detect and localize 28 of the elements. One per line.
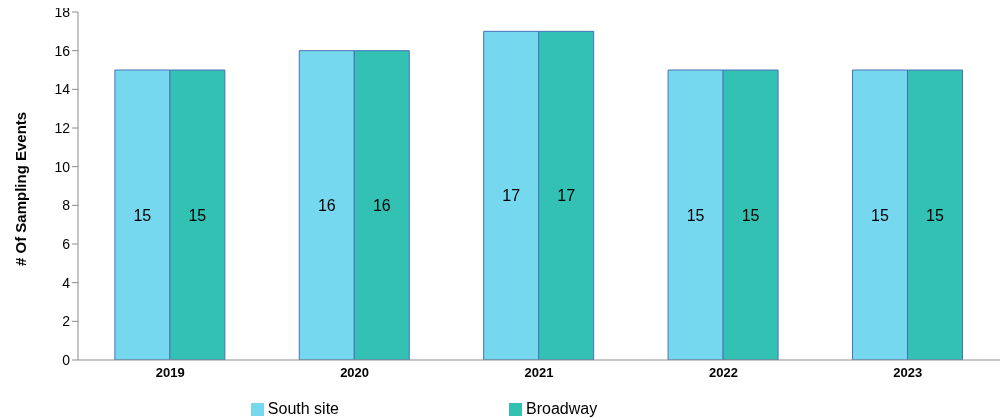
y-tick-label: 12 <box>54 119 71 136</box>
y-tick-label: 0 <box>62 351 71 368</box>
y-axis-title: # Of Sampling Events <box>12 111 30 266</box>
y-tick-label: 18 <box>54 3 71 20</box>
y-tick-label: 6 <box>62 235 71 252</box>
y-tick-label: 16 <box>54 42 71 59</box>
y-tick-label: 14 <box>54 81 71 98</box>
data-label: 15 <box>188 206 207 224</box>
x-tick-label: 2021 <box>524 365 554 381</box>
data-label: 15 <box>133 206 152 224</box>
x-tick-label: 2023 <box>893 365 923 381</box>
data-label: 15 <box>871 206 889 224</box>
y-tick-label: 4 <box>62 274 71 291</box>
data-label: 15 <box>926 206 944 224</box>
data-label: 16 <box>372 197 391 215</box>
data-label: 17 <box>502 187 521 205</box>
data-label: 16 <box>317 197 336 215</box>
x-tick-label: 2022 <box>708 365 738 381</box>
y-tick-label: 2 <box>62 313 71 330</box>
data-label: 17 <box>557 187 576 205</box>
y-tick-label: 8 <box>62 197 71 214</box>
data-label: 15 <box>741 206 760 224</box>
data-label: 15 <box>686 206 705 224</box>
x-tick-label: 2020 <box>340 365 370 381</box>
legend-label: South site <box>267 400 339 417</box>
x-tick-label: 2019 <box>155 365 185 381</box>
y-tick-label: 10 <box>54 158 71 175</box>
legend-label: Broadway <box>526 400 598 417</box>
